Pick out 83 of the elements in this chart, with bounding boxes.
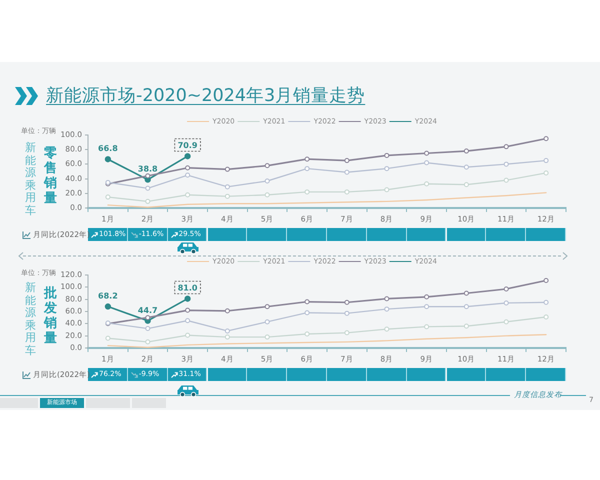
point (464, 304, 469, 310)
point (424, 181, 430, 186)
data-label: 38.8 (138, 164, 158, 174)
point (145, 315, 150, 320)
point (424, 294, 430, 300)
point (344, 300, 350, 305)
point (104, 303, 112, 310)
point (424, 304, 430, 310)
point (344, 158, 350, 164)
point (145, 326, 150, 332)
data-label: 81.0 (178, 284, 198, 293)
point (464, 290, 469, 296)
point (504, 300, 509, 306)
point (344, 189, 350, 194)
point (424, 150, 430, 156)
point (145, 186, 150, 191)
point (264, 304, 270, 310)
point (264, 334, 270, 340)
point (145, 339, 150, 344)
point (184, 296, 191, 302)
point (504, 178, 509, 183)
point (464, 164, 469, 170)
point (185, 165, 190, 170)
point (185, 192, 190, 198)
point (544, 300, 549, 305)
data-label: 70.9 (178, 141, 198, 150)
point (464, 324, 469, 329)
point (384, 152, 390, 158)
data-label: 68.2 (98, 292, 118, 301)
y-axis-title: 新能源乘用车 (25, 281, 36, 357)
point (384, 306, 390, 312)
point (384, 326, 390, 332)
point (224, 308, 230, 314)
point (344, 310, 350, 316)
point (145, 173, 150, 178)
point (464, 182, 469, 188)
point (185, 332, 190, 338)
point (185, 308, 190, 313)
point (304, 156, 310, 162)
point (544, 158, 549, 164)
point (105, 194, 110, 200)
point (504, 162, 509, 167)
point (304, 299, 310, 304)
chart-title: 新能源市场-2020~2024年3月销量走势 (46, 85, 366, 107)
point (224, 166, 230, 172)
point (184, 153, 191, 160)
point (504, 286, 509, 292)
point (384, 166, 390, 172)
point (344, 170, 350, 175)
point (224, 334, 230, 340)
point (264, 163, 270, 168)
point (464, 148, 469, 154)
point (185, 172, 190, 178)
point (424, 324, 430, 330)
point (304, 166, 310, 172)
point (224, 184, 230, 190)
point (544, 314, 549, 320)
point (224, 328, 230, 334)
point (185, 318, 190, 324)
point (304, 332, 310, 337)
y-axis-title: 新能源乘用车 (25, 141, 36, 217)
point (544, 170, 549, 176)
point (145, 198, 150, 204)
point (264, 192, 270, 198)
point (224, 194, 230, 199)
data-label: 44.7 (138, 306, 158, 315)
point (384, 187, 390, 192)
point (544, 278, 549, 283)
point (304, 310, 310, 316)
point (504, 144, 509, 150)
point (504, 319, 509, 324)
data-label: 66.8 (98, 144, 118, 154)
point (424, 160, 430, 166)
text: 零售销量 (44, 146, 57, 206)
point (104, 156, 112, 162)
point (264, 319, 270, 324)
point (304, 189, 310, 194)
point (544, 136, 549, 142)
point (264, 178, 270, 184)
text: 批发销量 (44, 286, 57, 346)
point (344, 330, 350, 336)
point (384, 296, 390, 302)
point (105, 336, 110, 341)
